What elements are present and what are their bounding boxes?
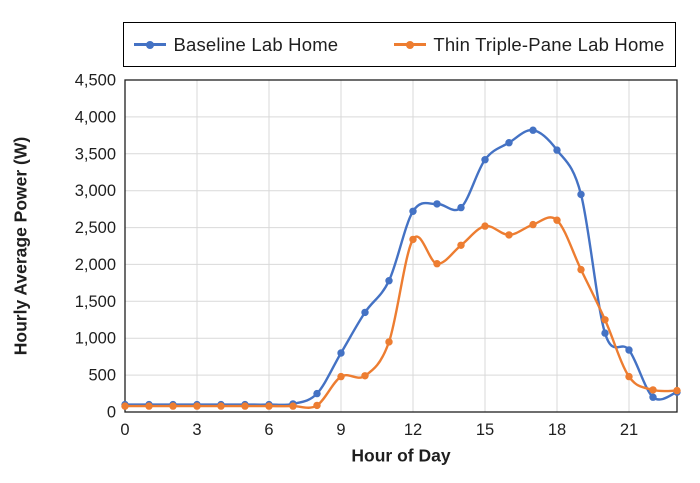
x-tick-label: 21	[620, 421, 638, 439]
y-tick-label: 2,500	[75, 219, 116, 237]
y-tick-label: 1,000	[75, 330, 116, 348]
marker-baseline-lab-home-h19	[577, 190, 585, 199]
marker-thin-triple-pane-lab-home-h5	[241, 402, 249, 410]
marker-thin-triple-pane-lab-home-h20	[601, 316, 609, 324]
legend-item-thin-triple-pane: Thin Triple-Pane Lab Home	[394, 34, 664, 56]
marker-baseline-lab-home-h13	[433, 200, 441, 208]
y-tick-label: 3,000	[75, 182, 116, 200]
marker-thin-triple-pane-lab-home-h7	[289, 402, 297, 410]
marker-thin-triple-pane-lab-home-h19	[577, 265, 585, 274]
marker-thin-triple-pane-lab-home-h0	[121, 402, 129, 410]
marker-thin-triple-pane-lab-home-h22	[649, 386, 657, 394]
marker-baseline-lab-home-h10	[361, 308, 369, 317]
marker-thin-triple-pane-lab-home-h2	[169, 402, 177, 410]
marker-baseline-lab-home-h11	[385, 277, 393, 285]
marker-baseline-lab-home-h20	[601, 329, 609, 337]
marker-thin-triple-pane-lab-home-h14	[457, 241, 465, 249]
series-line-baseline-lab-home	[123, 128, 679, 407]
x-tick-label: 6	[264, 421, 273, 439]
marker-thin-triple-pane-lab-home-h1	[145, 402, 153, 410]
legend-line-marker-blue-icon	[134, 40, 167, 49]
x-axis-title: Hour of Day	[351, 445, 451, 466]
marker-baseline-lab-home-h21	[625, 346, 633, 354]
legend-item-baseline: Baseline Lab Home	[134, 34, 338, 56]
y-tick-label: 0	[107, 404, 116, 422]
marker-thin-triple-pane-lab-home-h17	[529, 220, 537, 229]
legend-label-baseline: Baseline Lab Home	[173, 33, 339, 55]
x-tick-label: 15	[476, 421, 494, 439]
y-tick-label: 2,000	[75, 256, 116, 274]
legend-line-marker-orange-icon	[394, 40, 427, 49]
x-tick-label: 3	[192, 421, 201, 439]
marker-baseline-lab-home-h22	[649, 393, 657, 401]
x-tick-label: 12	[404, 421, 422, 439]
marker-thin-triple-pane-lab-home-h15	[481, 222, 489, 230]
y-tick-label: 4,000	[75, 108, 116, 126]
marker-thin-triple-pane-lab-home-h4	[217, 402, 225, 410]
chart-legend: Baseline Lab Home Thin Triple-Pane Lab H…	[123, 22, 676, 67]
x-tick-label: 0	[120, 421, 129, 439]
marker-thin-triple-pane-lab-home-h10	[361, 372, 369, 380]
marker-thin-triple-pane-lab-home-h23	[673, 386, 681, 395]
marker-baseline-lab-home-h9	[337, 349, 345, 357]
legend-label-thin-triple-pane: Thin Triple-Pane Lab Home	[433, 33, 665, 55]
marker-thin-triple-pane-lab-home-h18	[553, 216, 561, 224]
marker-thin-triple-pane-lab-home-h16	[505, 231, 513, 239]
marker-baseline-lab-home-h12	[409, 207, 417, 215]
y-tick-label: 4,500	[75, 72, 116, 90]
marker-baseline-lab-home-h18	[553, 146, 561, 154]
marker-thin-triple-pane-lab-home-h9	[337, 372, 345, 381]
y-tick-label: 1,500	[75, 293, 116, 311]
y-axis-title: Hourly Average Power (W)	[10, 136, 31, 356]
marker-baseline-lab-home-h15	[481, 156, 489, 164]
marker-baseline-lab-home-h8	[313, 389, 321, 398]
y-tick-label: 500	[88, 367, 116, 385]
marker-thin-triple-pane-lab-home-h21	[625, 372, 633, 381]
marker-baseline-lab-home-h17	[529, 126, 537, 134]
marker-thin-triple-pane-lab-home-h12	[409, 235, 417, 244]
marker-thin-triple-pane-lab-home-h13	[433, 260, 441, 268]
marker-thin-triple-pane-lab-home-h8	[313, 401, 321, 410]
marker-thin-triple-pane-lab-home-h6	[265, 402, 273, 410]
marker-thin-triple-pane-lab-home-h11	[385, 338, 393, 346]
x-tick-label: 9	[336, 421, 345, 439]
plot-border	[124, 79, 678, 413]
marker-baseline-lab-home-h14	[457, 203, 465, 212]
marker-thin-triple-pane-lab-home-h3	[193, 402, 201, 410]
marker-baseline-lab-home-h16	[505, 139, 513, 147]
x-tick-label: 18	[548, 421, 566, 439]
y-tick-label: 3,500	[75, 145, 116, 163]
